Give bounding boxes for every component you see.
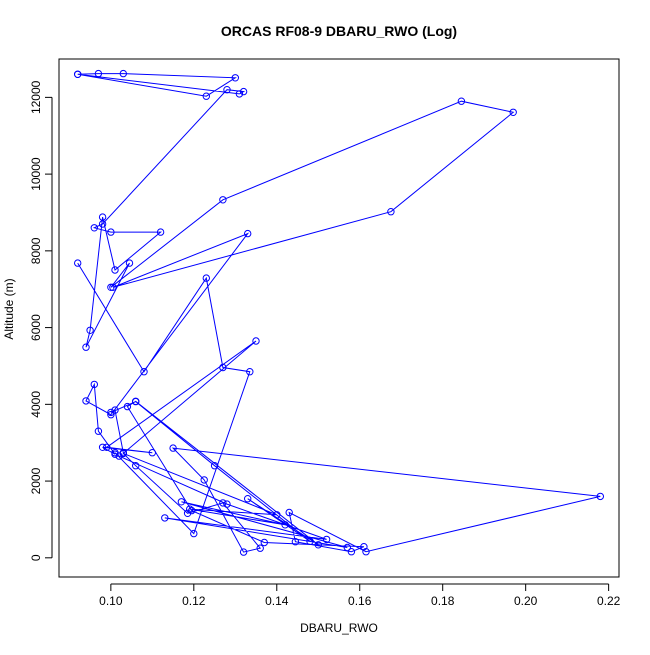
data-point (125, 259, 134, 267)
data-point (360, 543, 368, 551)
data-point (109, 283, 117, 291)
data-point (98, 213, 107, 221)
data-point (140, 368, 148, 376)
data-point (596, 492, 604, 501)
x-tick-label: 0.14 (265, 594, 289, 608)
data-point (103, 443, 111, 451)
data-point (90, 224, 99, 232)
data-point (123, 402, 132, 411)
data-point (200, 476, 208, 484)
data-point (252, 337, 260, 345)
data-point (107, 228, 115, 236)
data-point (148, 449, 157, 457)
x-tick-label: 0.20 (514, 594, 538, 608)
data-point (119, 69, 128, 78)
y-tick-label: 6000 (29, 314, 43, 341)
data-point (82, 397, 90, 405)
data-point (186, 505, 194, 513)
plot-frame (58, 58, 620, 578)
data-point (235, 90, 244, 98)
data-point (509, 108, 517, 117)
x-tick-label: 0.22 (597, 594, 621, 608)
data-point (82, 343, 90, 351)
data-point (314, 541, 322, 549)
y-tick-label: 12000 (29, 80, 43, 114)
data-point (107, 411, 115, 419)
data-point (387, 208, 395, 216)
chart-title: ORCAS RF08-9 DBARU_RWO (Log) (221, 23, 457, 39)
x-tick-label: 0.10 (99, 594, 123, 608)
data-point (285, 508, 293, 517)
data-point (457, 97, 466, 105)
data-point (74, 70, 82, 79)
data-point (177, 498, 186, 506)
data-point (107, 408, 115, 417)
data-point (183, 509, 192, 517)
data-point (107, 283, 115, 291)
data-point (210, 462, 219, 470)
data-point (202, 92, 211, 100)
y-tick-label: 2000 (29, 467, 43, 494)
data-point (219, 196, 227, 204)
x-axis-label: DBARU_RWO (300, 621, 378, 635)
data-point (219, 499, 227, 507)
data-point (306, 537, 314, 545)
y-tick-label: 0 (29, 554, 43, 561)
x-axis: 0.10 0.12 0.14 0.16 0.18 0.20 0.22 (99, 583, 621, 608)
data-point (239, 87, 248, 96)
data-point (362, 548, 370, 556)
x-tick-label: 0.12 (182, 594, 206, 608)
series-line (77, 73, 601, 553)
data-point (94, 69, 103, 78)
data-point (111, 406, 119, 414)
y-axis: 0 2000 4000 6000 8000 10000 12000 (29, 80, 53, 561)
y-tick-label: 10000 (29, 157, 43, 191)
series-layer (74, 69, 604, 556)
data-point (219, 363, 227, 372)
data-point (156, 228, 165, 236)
data-point (132, 462, 140, 470)
data-point (94, 427, 103, 435)
data-point (90, 380, 99, 389)
x-tick-label: 0.16 (348, 594, 372, 608)
data-point (111, 266, 119, 274)
data-point (98, 443, 107, 451)
data-point (260, 538, 268, 547)
data-point (74, 259, 82, 267)
data-point (347, 548, 356, 556)
data-point (343, 543, 351, 552)
y-tick-label: 4000 (29, 391, 43, 418)
data-point (111, 449, 119, 457)
x-tick-label: 0.18 (431, 594, 455, 608)
data-point (244, 229, 252, 238)
data-point (202, 274, 211, 282)
data-point (291, 538, 300, 546)
data-point (322, 535, 331, 544)
data-point (169, 444, 177, 452)
data-point (86, 326, 94, 334)
data-point (231, 74, 240, 82)
data-point (256, 544, 264, 552)
data-point (190, 529, 198, 538)
data-point (132, 397, 140, 405)
y-axis-label: Altitude (m) (2, 278, 16, 339)
data-point (223, 500, 231, 508)
data-point (223, 86, 231, 94)
data-point (246, 368, 254, 376)
y-tick-label: 8000 (29, 237, 43, 264)
data-point (273, 511, 281, 519)
data-point (161, 514, 169, 522)
data-point (281, 521, 289, 529)
data-point (244, 495, 252, 503)
data-point (239, 548, 248, 556)
